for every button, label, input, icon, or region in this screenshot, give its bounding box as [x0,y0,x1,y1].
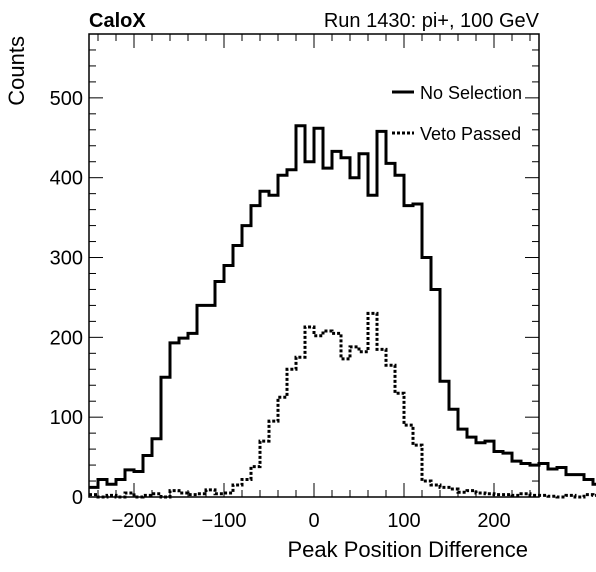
legend-label: Veto Passed [420,124,521,144]
y-tick-label: 300 [50,248,83,270]
tick-layer [89,33,539,498]
y-tick-label: 0 [72,487,83,509]
plot-frame [88,33,540,498]
legend-label: No Selection [420,83,522,103]
chart-header-left: CaloX [89,10,146,32]
y-tick-label: 100 [50,407,83,429]
tick-label-layer: −200 −100 0 100 200 0 100 200 300 400 500 [50,88,511,532]
y-tick-label: 400 [50,168,83,190]
chart-header-right: Run 1430: pi+, 100 GeV [324,10,540,32]
x-tick-label: 0 [308,510,319,532]
y-tick-label: 200 [50,327,83,349]
x-tick-label: 200 [477,510,510,532]
series-veto-passed [89,311,596,499]
x-axis-label: Peak Position Difference [287,537,528,562]
y-axis-label: Counts [4,36,29,106]
x-tick-label: −100 [201,510,246,532]
series-layer [89,124,596,499]
series-no-selection [89,124,596,489]
x-tick-label: −200 [111,510,156,532]
y-tick-label: 500 [50,88,83,110]
x-tick-label: 100 [387,510,420,532]
legend: No Selection Veto Passed [392,83,522,144]
